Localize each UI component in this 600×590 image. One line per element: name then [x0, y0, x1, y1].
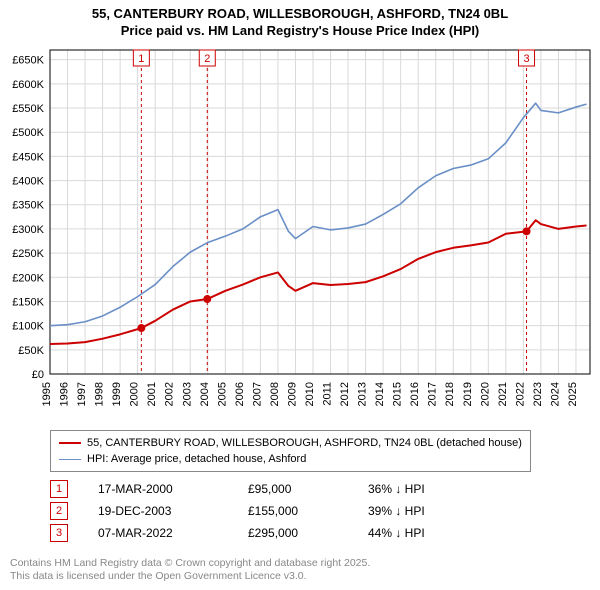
- legend-swatch: [59, 459, 81, 460]
- svg-text:2002: 2002: [164, 382, 176, 406]
- svg-text:£650K: £650K: [12, 55, 44, 67]
- transaction-price: £295,000: [248, 526, 368, 540]
- svg-text:1997: 1997: [76, 382, 88, 406]
- legend-label: 55, CANTERBURY ROAD, WILLESBOROUGH, ASHF…: [87, 437, 522, 449]
- svg-text:2017: 2017: [427, 382, 439, 406]
- svg-text:2009: 2009: [286, 382, 298, 406]
- chart-area: £0 £50K £100K £150K £200K £250K £300K £350K £400…: [0, 44, 600, 424]
- title-line2: Price paid vs. HM Land Registry's House …: [0, 23, 600, 40]
- svg-text:2003: 2003: [181, 382, 193, 406]
- svg-text:2015: 2015: [392, 382, 404, 406]
- transaction-badge: 1: [50, 480, 68, 498]
- legend: 55, CANTERBURY ROAD, WILLESBOROUGH, ASHF…: [50, 430, 531, 472]
- transaction-date: 07-MAR-2022: [98, 526, 248, 540]
- svg-text:2011: 2011: [322, 382, 334, 406]
- svg-text:£350K: £350K: [12, 200, 44, 212]
- svg-text:£0: £0: [32, 369, 44, 381]
- transaction-badge: 3: [50, 524, 68, 542]
- transaction-price: £155,000: [248, 504, 368, 518]
- footer-line1: Contains HM Land Registry data © Crown c…: [10, 557, 370, 571]
- svg-text:1995: 1995: [41, 382, 53, 406]
- svg-text:2023: 2023: [532, 382, 544, 406]
- svg-text:2018: 2018: [444, 382, 456, 406]
- svg-text:2: 2: [204, 53, 210, 65]
- legend-swatch: [59, 442, 81, 444]
- legend-item: 55, CANTERBURY ROAD, WILLESBOROUGH, ASHF…: [59, 435, 522, 451]
- transaction-date: 19-DEC-2003: [98, 504, 248, 518]
- svg-text:2022: 2022: [514, 382, 526, 406]
- legend-item: HPI: Average price, detached house, Ashf…: [59, 451, 522, 467]
- legend-label: HPI: Average price, detached house, Ashf…: [87, 453, 306, 465]
- svg-text:£500K: £500K: [12, 127, 44, 139]
- svg-text:1998: 1998: [94, 382, 106, 406]
- transaction-diff: 36% ↓ HPI: [368, 482, 488, 496]
- svg-text:£550K: £550K: [12, 103, 44, 115]
- svg-text:1: 1: [138, 53, 144, 65]
- footer-attribution: Contains HM Land Registry data © Crown c…: [10, 557, 370, 584]
- svg-text:£200K: £200K: [12, 272, 44, 284]
- svg-text:2019: 2019: [462, 382, 474, 406]
- svg-text:1999: 1999: [111, 382, 123, 406]
- svg-text:2021: 2021: [497, 382, 509, 406]
- svg-text:£250K: £250K: [12, 248, 44, 260]
- transaction-row: 2 19-DEC-2003£155,00039% ↓ HPI: [50, 500, 488, 522]
- svg-text:2000: 2000: [129, 382, 141, 406]
- svg-text:2014: 2014: [374, 382, 386, 406]
- chart-svg: £0 £50K £100K £150K £200K £250K £300K £350K £400…: [0, 44, 600, 424]
- transactions-table: 1 17-MAR-2000£95,00036% ↓ HPI 2 19-DEC-2003…: [50, 478, 488, 544]
- transaction-row: 1 17-MAR-2000£95,00036% ↓ HPI: [50, 478, 488, 500]
- footer-line2: This data is licensed under the Open Gov…: [10, 570, 370, 584]
- svg-text:2020: 2020: [479, 382, 491, 406]
- svg-text:£300K: £300K: [12, 224, 44, 236]
- svg-text:2006: 2006: [234, 382, 246, 406]
- transaction-date: 17-MAR-2000: [98, 482, 248, 496]
- svg-text:£400K: £400K: [12, 176, 44, 188]
- svg-text:2004: 2004: [199, 382, 211, 406]
- svg-text:2001: 2001: [146, 382, 158, 406]
- transaction-diff: 39% ↓ HPI: [368, 504, 488, 518]
- svg-text:2008: 2008: [269, 382, 281, 406]
- svg-text:£150K: £150K: [12, 296, 44, 308]
- svg-text:£600K: £600K: [12, 79, 44, 91]
- svg-text:2010: 2010: [304, 382, 316, 406]
- chart-container: 55, CANTERBURY ROAD, WILLESBOROUGH, ASHF…: [0, 0, 600, 590]
- chart-title: 55, CANTERBURY ROAD, WILLESBOROUGH, ASHF…: [0, 0, 600, 40]
- svg-text:2013: 2013: [357, 382, 369, 406]
- svg-text:2007: 2007: [251, 382, 263, 406]
- transaction-price: £95,000: [248, 482, 368, 496]
- svg-text:3: 3: [523, 53, 529, 65]
- transaction-row: 3 07-MAR-2022£295,00044% ↓ HPI: [50, 522, 488, 544]
- title-line1: 55, CANTERBURY ROAD, WILLESBOROUGH, ASHF…: [0, 6, 600, 23]
- svg-text:£450K: £450K: [12, 151, 44, 163]
- svg-text:2005: 2005: [216, 382, 228, 406]
- svg-text:2025: 2025: [567, 382, 579, 406]
- transaction-diff: 44% ↓ HPI: [368, 526, 488, 540]
- svg-text:1996: 1996: [59, 382, 71, 406]
- svg-text:2012: 2012: [339, 382, 351, 406]
- svg-text:2024: 2024: [549, 382, 561, 406]
- svg-text:£50K: £50K: [18, 345, 44, 357]
- svg-text:£100K: £100K: [12, 321, 44, 333]
- svg-text:2016: 2016: [409, 382, 421, 406]
- transaction-badge: 2: [50, 502, 68, 520]
